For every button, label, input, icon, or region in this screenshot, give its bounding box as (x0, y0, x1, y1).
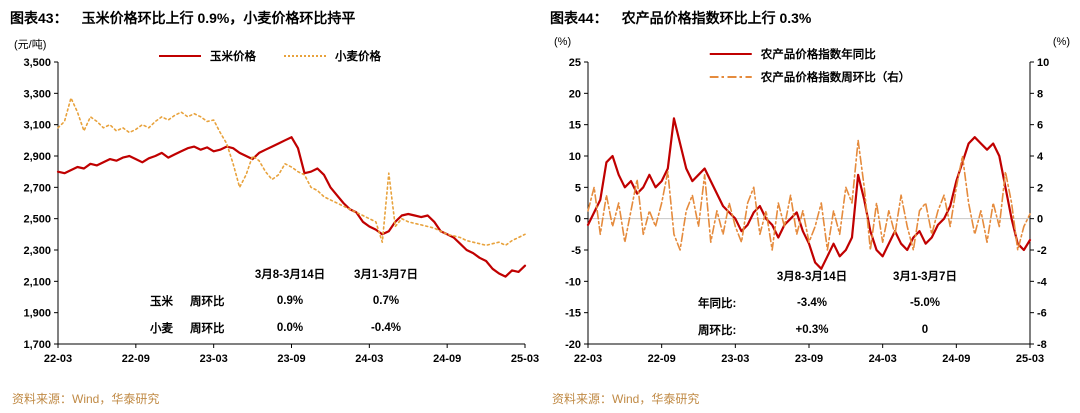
y-axis-unit-label: (元/吨) (14, 39, 47, 51)
y-tick-label: 5 (575, 182, 581, 194)
legend-line-sample (284, 55, 326, 57)
annotation-cell: 小麦 (150, 322, 173, 335)
x-tick-label: 24-09 (433, 353, 461, 365)
y-axis-right-unit-label: (%) (1052, 36, 1070, 48)
x-tick-label: 22-09 (648, 353, 676, 365)
legend-item: 小麦价格 (284, 48, 381, 64)
y-tick-label: -6 (1037, 308, 1047, 320)
y-tick-label: -15 (565, 308, 581, 320)
y-tick-label: 2,100 (23, 276, 51, 288)
annotation-table: 3月8-3月14日 3月1-3月7日 玉米 周环比 0.9% 0.7% 小麦 周环比 0.0% -… (150, 260, 434, 341)
chart-area: (%) (%) 农产品价格指数年同比 农产品价格指数周环比（右） -20 -15 -1… (540, 32, 1080, 384)
x-tick-label: 23-09 (795, 353, 823, 365)
x-tick-label: 22-03 (44, 353, 72, 365)
legend-line-sample (159, 55, 201, 57)
y-tick-label: 2,900 (23, 151, 51, 163)
y-tick-label: 25 (569, 57, 581, 69)
y-tick-label: 3,300 (23, 88, 51, 100)
annotation-cell: -5.0% (909, 296, 941, 309)
annotation-cell: 周环比: (698, 324, 737, 337)
x-tick-label: 23-03 (721, 353, 749, 365)
annotation-cell: -0.4% (370, 321, 402, 334)
annotation-cell: -3.4% (796, 296, 828, 309)
y-tick-label: 0 (1037, 214, 1043, 226)
annotation-cell: 3月1-3月7日 (893, 270, 957, 283)
series-line (586, 117, 1032, 270)
y-tick-label: 1,900 (23, 308, 51, 320)
annotation-cell: 0.7% (372, 294, 400, 307)
annotation-cell: 3月1-3月7日 (354, 268, 418, 281)
annotation-cell: 周环比 (190, 295, 225, 308)
x-tick-label: 22-03 (574, 353, 602, 365)
x-tick-label: 23-03 (200, 353, 228, 365)
line-chart-canvas: 1,700 1,900 2,100 2,300 2,500 2,700 2,900 3,100… (23, 57, 539, 365)
x-tick-label: 25-03 (1016, 353, 1044, 365)
y-tick-label: 0 (575, 214, 581, 226)
y-tick-label: 2,500 (23, 214, 51, 226)
legend-item: 农产品价格指数周环比（右） (709, 69, 911, 85)
x-tick-label: 24-03 (869, 353, 897, 365)
annotation-cell: 周环比 (190, 322, 225, 335)
annotation-table: 3月8-3月14日 3月1-3月7日年同比: -3.4% -5.0% 周环比: +0.3%… (698, 262, 984, 343)
source-note: 资料来源：Wind，华泰研究 (552, 392, 700, 406)
annotation-cell: 玉米 (150, 295, 173, 308)
y-tick-label: 15 (569, 120, 581, 132)
chart-title: 图表44： 农产品价格指数环比上行 0.3% (550, 8, 811, 28)
panel-agri-index-chart: 图表44： 农产品价格指数环比上行 0.3% (%) (%) 农产品价格指数年同比… (540, 0, 1080, 413)
y-tick-label: -2 (1037, 245, 1047, 257)
legend-item: 农产品价格指数年同比 (709, 46, 876, 62)
y-axis-left-unit-label: (%) (554, 36, 572, 48)
source-note: 资料来源：Wind，华泰研究 (12, 392, 160, 406)
chart-number: 图表44： (550, 10, 608, 26)
y-tick-label: 6 (1037, 120, 1043, 132)
y-tick-label: 2 (1037, 182, 1043, 194)
y-tick-label: 3,500 (23, 57, 51, 69)
annotation-cell: 3月8-3月14日 (254, 268, 326, 281)
chart-number: 图表43： (10, 10, 68, 26)
y-tick-label: 2,700 (23, 182, 51, 194)
chart-title-text: 农产品价格指数环比上行 0.3% (621, 10, 812, 26)
y-tick-label: 3,100 (23, 120, 51, 132)
annotation-cell: 0.9% (276, 294, 304, 307)
legend-line-sample (709, 53, 752, 55)
y-tick-label: 10 (569, 151, 581, 163)
y-tick-label: -10 (565, 276, 581, 288)
annotation-cell: 3月8-3月14日 (776, 270, 848, 283)
x-tick-label: 23-09 (277, 353, 305, 365)
y-tick-label: 4 (1037, 151, 1044, 163)
legend: 农产品价格指数年同比农产品价格指数周环比（右） (709, 46, 911, 85)
x-tick-label: 22-09 (122, 353, 150, 365)
legend: 玉米价格 小麦价格 (159, 48, 381, 64)
x-tick-label: 24-09 (942, 353, 970, 365)
annotation-cell: +0.3% (795, 323, 829, 336)
legend-item: 玉米价格 (159, 48, 256, 64)
y-tick-label: 10 (1037, 57, 1049, 69)
y-tick-label: 1,700 (23, 339, 51, 351)
series-line (587, 139, 1031, 251)
y-tick-label: 2,300 (23, 245, 51, 257)
y-tick-label: -5 (571, 245, 581, 257)
x-tick-label: 25-03 (511, 353, 539, 365)
annotation-cell: 年同比: (698, 297, 737, 310)
x-tick-label: 24-03 (355, 353, 383, 365)
legend-label: 农产品价格指数年同比 (760, 49, 876, 61)
legend-line-sample (709, 75, 752, 79)
y-tick-label: 8 (1037, 88, 1043, 100)
y-tick-label: -20 (565, 339, 581, 351)
series-line (56, 136, 527, 278)
y-tick-label: -8 (1037, 339, 1047, 351)
legend-label: 农产品价格指数周环比（右） (760, 72, 911, 84)
legend-label: 小麦价格 (335, 51, 381, 63)
chart-title: 图表43： 玉米价格环比上行 0.9%，小麦价格环比持平 (10, 8, 355, 28)
line-chart-canvas: -20-15-10-50510152025-8-6-4-2024681022-0… (565, 57, 1049, 365)
y-tick-label: -4 (1037, 276, 1048, 288)
chart-title-text: 玉米价格环比上行 0.9%，小麦价格环比持平 (81, 10, 356, 26)
annotation-cell: 0 (921, 323, 929, 336)
chart-area: (元/吨) 玉米价格 小麦价格 1,700 1,900 2,100 2,300 2,500… (0, 32, 540, 384)
series-line (57, 97, 526, 247)
panel-corn-wheat-chart: 图表43： 玉米价格环比上行 0.9%，小麦价格环比持平 (元/吨) 玉米价格 小麦… (0, 8, 540, 406)
annotation-cell: 0.0% (276, 321, 304, 334)
legend-label: 玉米价格 (210, 51, 256, 63)
y-tick-label: 20 (569, 88, 581, 100)
